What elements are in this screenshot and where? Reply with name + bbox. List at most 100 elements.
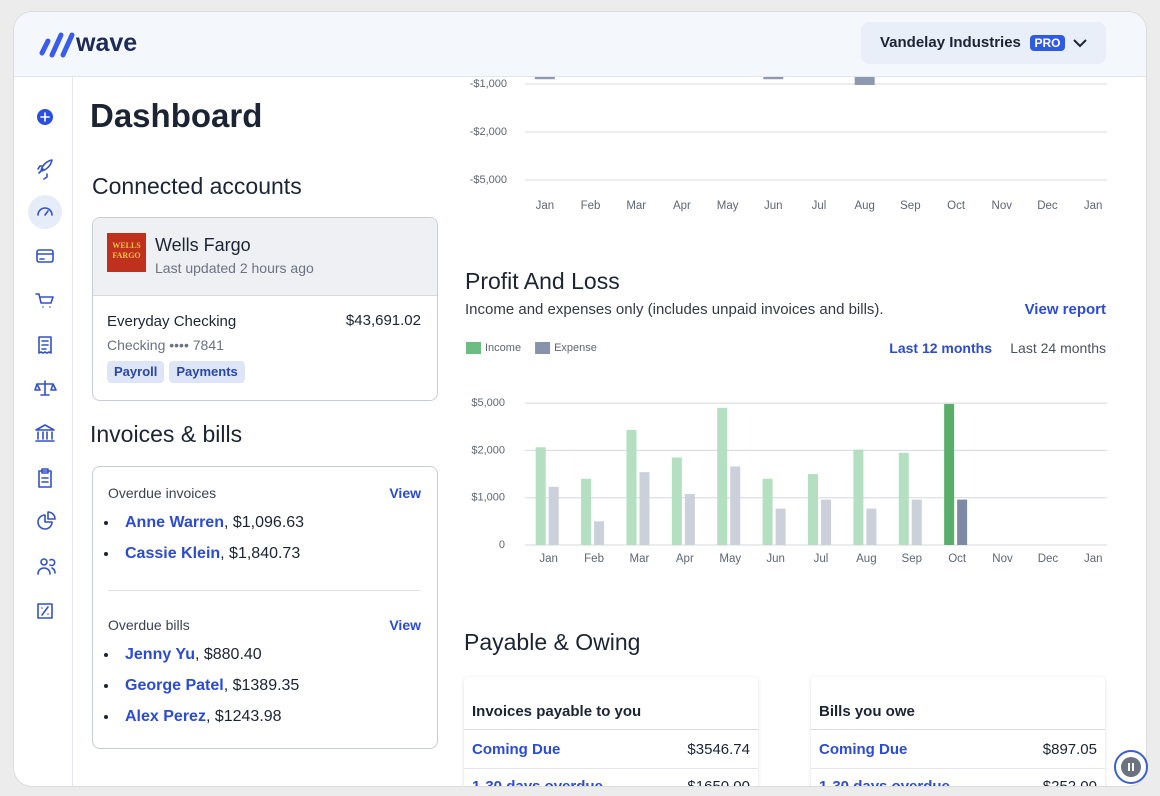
row-label[interactable]: 1-30 days overdue	[819, 778, 950, 786]
row-label[interactable]: 1-30 days overdue	[472, 778, 603, 786]
contact-link[interactable]: George Patel	[125, 677, 224, 694]
account-tag[interactable]: Payments	[169, 361, 245, 383]
last-updated: Last updated 2 hours ago	[155, 260, 314, 276]
pause-button-inner	[1121, 757, 1141, 777]
sales-icon[interactable]	[35, 293, 54, 308]
pause-button[interactable]	[1114, 750, 1148, 784]
bank-logo-line: FARGO	[112, 251, 141, 260]
overdue-item: Cassie Klein, $1,840.73	[104, 544, 300, 564]
launch-icon[interactable]	[37, 159, 53, 180]
range-tab-active[interactable]: Last 12 months	[889, 340, 992, 356]
overdue-amount: , $1,096.63	[223, 514, 305, 531]
bank-logo	[107, 233, 146, 272]
x-tick-label: Oct	[948, 553, 967, 565]
bar	[684, 493, 695, 545]
legend-label: Expense	[554, 342, 597, 354]
invoices-card	[92, 466, 438, 749]
logo-text[interactable]: wave	[76, 29, 138, 57]
divider	[464, 729, 758, 730]
view-link[interactable]: View	[389, 617, 421, 633]
bar	[762, 478, 773, 545]
overdue-item: Anne Warren, $1,096.63	[104, 513, 304, 533]
overdue-item: George Patel, $1389.35	[104, 676, 299, 696]
group-title: Overdue invoices	[108, 485, 217, 501]
row-label[interactable]: Coming Due	[819, 741, 908, 758]
x-tick-label: Jan	[1084, 200, 1103, 212]
account-detail: Checking •••• 7841	[107, 337, 224, 353]
row-amount: $252.00	[961, 778, 1097, 786]
account-tags: Payroll Payments	[107, 361, 250, 383]
pause-bar	[1132, 763, 1134, 771]
group-title: Overdue bills	[108, 617, 190, 633]
account-balance: $43,691.02	[345, 312, 421, 329]
x-tick-label: Dec	[1038, 553, 1059, 565]
y-tick-label: 0	[499, 539, 505, 551]
company-name[interactable]: Vandelay Industries	[880, 34, 1021, 51]
x-tick-label: Jan	[539, 553, 558, 565]
range-tab[interactable]: Last 24 months	[1010, 340, 1106, 356]
app-page: -$1,000 -$2,000 -$5,000 Jan Feb Mar Apr May Jun J…	[14, 12, 1146, 786]
x-tick-label: Jul	[812, 200, 827, 212]
y-tick-label: -$5,000	[470, 174, 507, 186]
section-title: Payable & Owing	[464, 629, 641, 655]
x-tick-label: May	[719, 553, 741, 565]
x-tick-label: Apr	[673, 200, 691, 212]
y-tick-label: $5,000	[471, 397, 505, 409]
x-tick-label: Jun	[766, 553, 785, 565]
logo-mark	[39, 32, 75, 58]
bar	[639, 472, 650, 545]
x-tick-label: Feb	[581, 200, 601, 212]
x-tick-label: Feb	[584, 553, 604, 565]
active-indicator	[28, 195, 62, 229]
payroll-icon[interactable]	[38, 468, 52, 488]
company-switcher[interactable]	[861, 22, 1106, 64]
row-label[interactable]: Coming Due	[472, 741, 561, 758]
bar	[853, 449, 864, 545]
account-tag[interactable]: Payroll	[107, 361, 165, 383]
bar	[626, 429, 637, 545]
x-tick-label: Oct	[947, 200, 966, 212]
dashboard-icon[interactable]	[37, 207, 53, 216]
divider	[811, 768, 1105, 769]
x-tick-label: Dec	[1037, 200, 1058, 212]
bar	[898, 452, 909, 545]
y-tick-label: -$1,000	[470, 78, 507, 90]
chart-subtitle: Income and expenses only (includes unpai…	[465, 301, 884, 318]
banking-icon[interactable]	[36, 249, 54, 263]
contact-link[interactable]: Jenny Yu	[125, 646, 195, 663]
plan-badge: PRO	[1030, 35, 1065, 51]
bar	[866, 508, 877, 545]
bar	[671, 457, 682, 545]
app-window: -$1,000 -$2,000 -$5,000 Jan Feb Mar Apr May Jun J…	[14, 12, 1146, 786]
overdue-item: Jenny Yu, $880.40	[104, 645, 262, 665]
bank-icon[interactable]	[35, 424, 55, 442]
x-tick-label: Aug	[854, 200, 874, 212]
account-card-header	[93, 218, 437, 296]
summary-card	[811, 677, 1105, 786]
x-tick-label: Mar	[626, 200, 646, 212]
x-tick-label: Aug	[856, 553, 876, 565]
view-link[interactable]: View	[389, 485, 421, 501]
chevron-path	[1073, 39, 1087, 48]
bar	[581, 478, 592, 545]
bar	[717, 407, 728, 545]
taxes-icon[interactable]	[37, 603, 53, 619]
x-tick-label: Nov	[992, 200, 1013, 212]
reports-icon[interactable]	[37, 511, 56, 530]
bar	[944, 403, 955, 545]
contacts-icon[interactable]	[37, 558, 56, 575]
bar	[957, 499, 968, 545]
contact-link[interactable]: Anne Warren	[125, 514, 224, 531]
overdue-item: Alex Perez, $1243.98	[104, 707, 282, 727]
overdue-amount: , $1389.35	[223, 677, 300, 694]
summary-title: Bills you owe	[819, 703, 915, 720]
legend-label: Income	[485, 342, 521, 354]
accounting-icon[interactable]	[34, 380, 57, 396]
chevron-down[interactable]	[1072, 37, 1088, 49]
contact-link[interactable]: Cassie Klein	[125, 545, 221, 562]
purchases-icon[interactable]	[38, 336, 52, 354]
y-tick-label: $1,000	[471, 492, 505, 504]
view-report-link[interactable]: View report	[1024, 301, 1106, 318]
contact-link[interactable]: Alex Perez	[125, 708, 206, 725]
